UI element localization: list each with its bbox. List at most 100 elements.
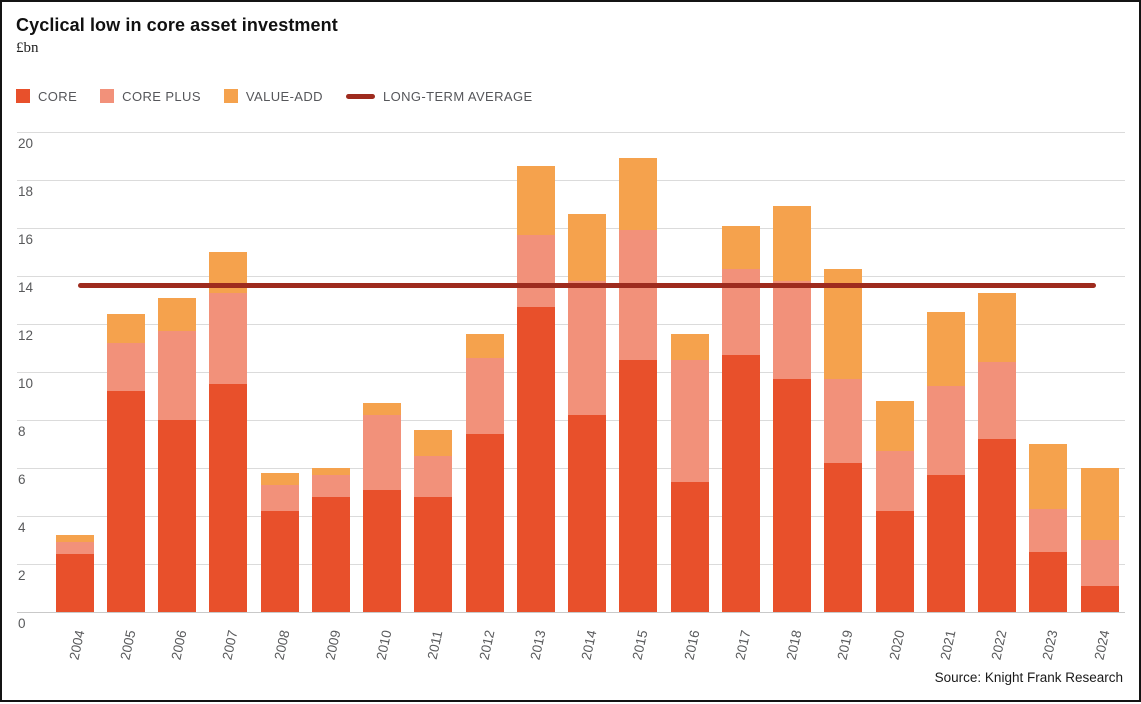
y-axis-tick-8: 8: [18, 424, 26, 439]
bar-2005: [106, 314, 145, 612]
y-axis-tick-2: 2: [18, 568, 26, 583]
bar-2024: [1080, 468, 1119, 612]
bar-2016: [670, 333, 709, 612]
x-axis-label-2005: 2005: [117, 628, 139, 662]
bar-2014: [568, 213, 606, 612]
bar-segment-2015-value-add: [619, 158, 658, 231]
x-axis-label-2016: 2016: [681, 628, 702, 662]
x-axis-label-2023: 2023: [1039, 628, 1061, 662]
bar-segment-2022-value-add: [978, 292, 1016, 363]
x-axis-label-2018: 2018: [783, 628, 805, 662]
bar-segment-2010-core: [363, 489, 401, 612]
x-axis-label-2013: 2013: [527, 628, 549, 662]
bar-segment-2021-core: [926, 475, 965, 612]
bar-segment-2010-value-add: [363, 403, 401, 416]
bar-segment-2016-value-add: [670, 333, 709, 360]
bar-segment-2018-core: [773, 379, 811, 612]
x-axis-label-2009: 2009: [322, 628, 344, 662]
x-axis-label-2017: 2017: [732, 628, 754, 662]
bar-segment-2011-core-plus: [414, 455, 453, 497]
bar-2018: [773, 206, 811, 612]
bar-segment-2013-core-plus: [516, 235, 555, 308]
bar-segment-2017-value-add: [721, 225, 760, 269]
bar-segment-2019-core-plus: [824, 379, 863, 464]
x-axis-label-2011: 2011: [424, 629, 446, 661]
y-axis-tick-14: 14: [18, 280, 34, 295]
legend-swatch-icon: [100, 89, 115, 103]
x-axis-label-2019: 2019: [834, 628, 856, 662]
x-axis-label-2010: 2010: [373, 628, 395, 662]
x-axis-label-2015: 2015: [629, 628, 651, 662]
x-axis-label-2014: 2014: [578, 628, 600, 662]
gridline-y-20: [17, 131, 1125, 133]
bar-2004: [55, 535, 94, 612]
legend-label: CORE PLUS: [122, 88, 201, 104]
legend-label: LONG-TERM AVERAGE: [382, 88, 533, 104]
bar-2020: [875, 400, 914, 612]
legend-swatch-icon: [223, 89, 238, 103]
long-term-average-line: [78, 283, 1096, 289]
bar-segment-2011-core: [414, 496, 453, 612]
x-axis-label-2022: 2022: [988, 628, 1010, 662]
legend: CORE CORE PLUS VALUE-ADD LONG-TERM AVERAGE: [16, 88, 533, 104]
y-axis-tick-18: 18: [18, 184, 34, 199]
bar-2023: [1029, 444, 1068, 612]
bar-segment-2018-value-add: [773, 206, 811, 281]
bar-2012: [465, 333, 504, 612]
legend-label: CORE: [38, 88, 78, 104]
bar-segment-2022-core-plus: [978, 362, 1016, 440]
x-axis-label-2004: 2004: [66, 628, 87, 662]
bar-segment-2007-core: [209, 384, 248, 612]
bar-segment-2011-value-add: [414, 429, 453, 456]
bar-segment-2009-core: [311, 496, 350, 612]
bar-segment-2008-core: [260, 511, 299, 612]
bar-segment-2015-core: [619, 359, 658, 612]
bar-segment-2024-core: [1080, 585, 1119, 612]
x-axis-label-2020: 2020: [886, 628, 907, 662]
chart-unit-label: £bn: [16, 40, 39, 56]
gridline-y-0: [17, 611, 1125, 613]
bar-segment-2006-core-plus: [158, 331, 196, 420]
source-note: Source: Knight Frank Research: [934, 670, 1123, 685]
bar-2010: [363, 403, 401, 612]
bar-segment-2021-value-add: [926, 312, 965, 387]
bar-segment-2020-core: [875, 511, 914, 612]
bar-segment-2008-core-plus: [260, 484, 299, 512]
bar-segment-2012-core-plus: [465, 357, 504, 435]
x-axis-label-2007: 2007: [219, 628, 241, 662]
bar-segment-2012-value-add: [465, 333, 504, 358]
y-axis-tick-6: 6: [18, 472, 26, 487]
legend-item-long-term-average: LONG-TERM AVERAGE: [345, 88, 533, 104]
legend-item-value-add: VALUE-ADD: [223, 88, 323, 104]
bar-segment-2018-core-plus: [773, 280, 811, 380]
bar-segment-2023-core: [1029, 552, 1068, 612]
legend-label: VALUE-ADD: [245, 88, 323, 104]
x-axis-label-2024: 2024: [1091, 628, 1112, 662]
bar-segment-2014-value-add: [568, 213, 606, 281]
bar-segment-2016-core: [670, 482, 709, 612]
bar-segment-2005-core: [106, 391, 145, 612]
bar-segment-2024-core-plus: [1080, 540, 1119, 586]
bar-segment-2015-core-plus: [619, 230, 658, 360]
bar-2021: [926, 312, 965, 612]
y-axis-tick-16: 16: [18, 232, 34, 247]
y-axis-tick-0: 0: [18, 616, 26, 631]
bar-2007: [209, 252, 248, 612]
y-axis-tick-4: 4: [18, 520, 26, 535]
bar-segment-2010-core-plus: [363, 415, 401, 490]
legend-item-core: CORE: [16, 89, 77, 104]
bar-segment-2017-core: [721, 355, 760, 612]
bar-segment-2008-value-add: [260, 472, 299, 485]
bar-segment-2017-core-plus: [721, 268, 760, 356]
bar-2009: [311, 468, 350, 612]
y-axis-tick-20: 20: [18, 136, 34, 151]
legend-average-line-icon: [345, 93, 375, 99]
y-axis-tick-12: 12: [18, 328, 34, 343]
chart-title: Cyclical low in core asset investment: [16, 15, 338, 35]
bar-2022: [978, 292, 1016, 612]
bar-segment-2023-core-plus: [1029, 508, 1068, 552]
legend-item-core-plus: CORE PLUS: [100, 89, 201, 104]
bar-segment-2007-core-plus: [209, 292, 248, 384]
